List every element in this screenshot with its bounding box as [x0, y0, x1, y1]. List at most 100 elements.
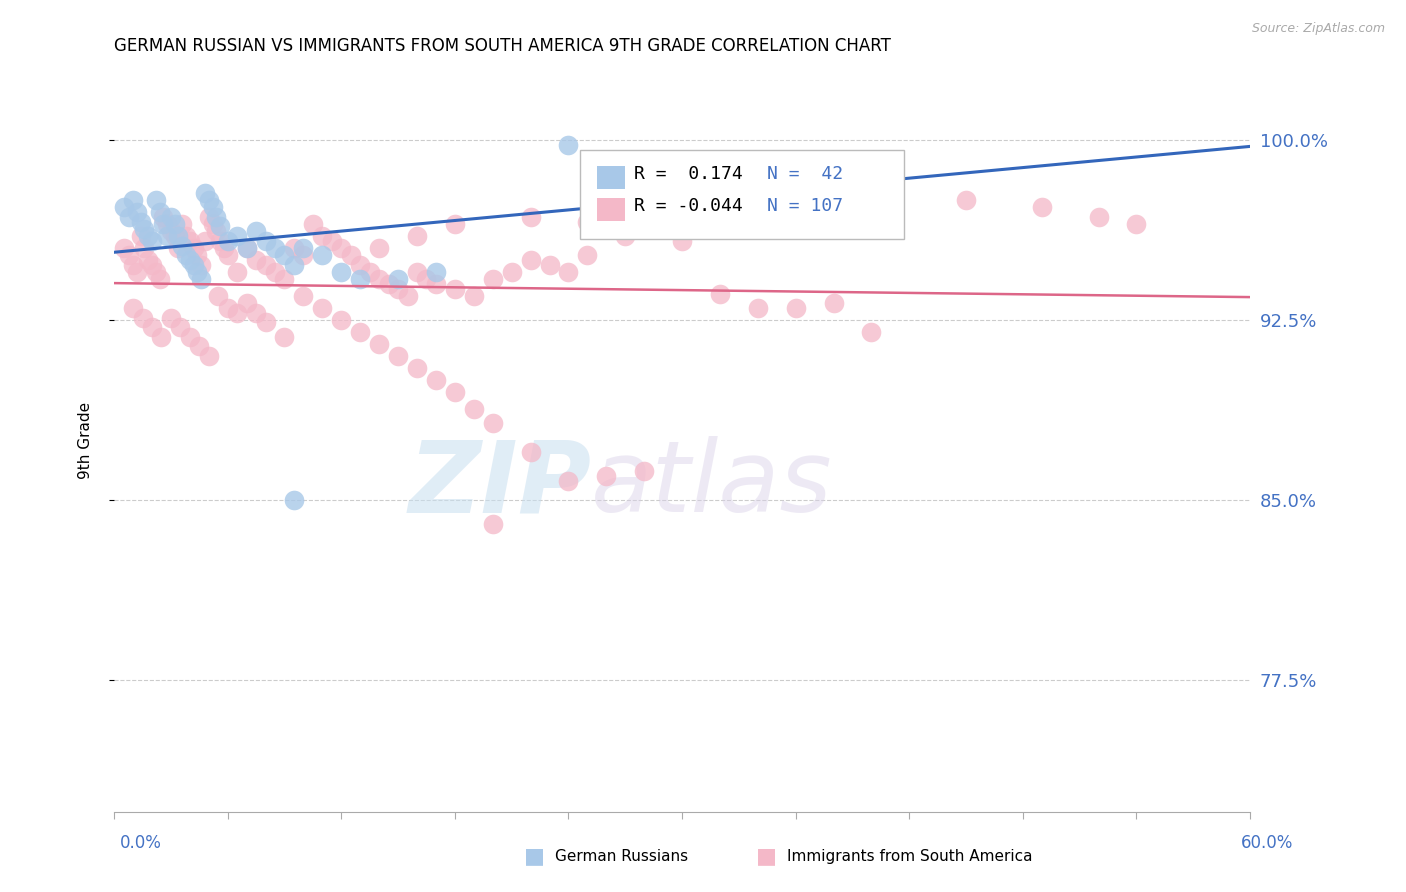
Point [197, 210, 219, 224]
Point [273, 248, 295, 262]
Point [169, 320, 191, 334]
Point [425, 373, 447, 387]
Point [167, 229, 190, 244]
Text: ■: ■ [524, 847, 544, 866]
Point [387, 349, 409, 363]
Text: ZIP: ZIP [408, 436, 591, 533]
Point [160, 310, 183, 325]
Point [136, 252, 159, 267]
Point [557, 265, 579, 279]
Point [145, 265, 167, 279]
Point [141, 258, 163, 272]
Point [576, 248, 599, 262]
Text: N =  42: N = 42 [768, 165, 844, 183]
Point [179, 252, 201, 267]
Point [311, 229, 333, 244]
Point [160, 210, 183, 224]
Point [188, 339, 211, 353]
Point [125, 265, 148, 279]
Point [519, 252, 541, 267]
Point [425, 265, 447, 279]
Text: 60.0%: 60.0% [1241, 834, 1294, 852]
Point [197, 193, 219, 207]
Point [311, 301, 333, 315]
Point [501, 265, 523, 279]
Point [339, 248, 361, 262]
Point [190, 258, 212, 272]
Point [330, 313, 353, 327]
Point [245, 252, 267, 267]
Point [671, 234, 693, 248]
Point [785, 301, 807, 315]
Point [387, 272, 409, 286]
Point [264, 241, 287, 255]
Point [519, 210, 541, 224]
Point [377, 277, 399, 291]
Point [481, 516, 503, 531]
Point [217, 234, 239, 248]
Y-axis label: 9th Grade: 9th Grade [79, 401, 93, 479]
Point [359, 265, 381, 279]
Point [292, 241, 315, 255]
Point [167, 241, 190, 255]
Point [179, 234, 201, 248]
Point [118, 210, 141, 224]
Point [118, 248, 141, 262]
Point [129, 214, 152, 228]
Text: atlas: atlas [591, 436, 832, 533]
Point [112, 200, 135, 214]
Point [302, 217, 325, 231]
Point [156, 229, 179, 244]
Point [122, 301, 145, 315]
Point [197, 349, 219, 363]
Point [183, 258, 205, 272]
Point [273, 330, 295, 344]
Point [235, 296, 257, 310]
Point [330, 265, 353, 279]
Point [273, 272, 295, 286]
Point [201, 200, 224, 214]
FancyBboxPatch shape [579, 150, 904, 239]
Text: ■: ■ [756, 847, 776, 866]
Point [538, 258, 561, 272]
Point [1087, 210, 1109, 224]
Point [614, 229, 637, 244]
Point [1031, 200, 1053, 214]
Point [519, 445, 541, 459]
Point [134, 241, 156, 255]
Point [264, 265, 287, 279]
Point [444, 282, 467, 296]
Point [141, 234, 163, 248]
Point [425, 277, 447, 291]
Point [150, 330, 173, 344]
Point [217, 248, 239, 262]
Point [283, 258, 305, 272]
Point [163, 229, 186, 244]
Point [183, 241, 205, 255]
Point [283, 493, 305, 508]
Point [152, 210, 174, 224]
Point [955, 193, 977, 207]
Point [330, 241, 353, 255]
Text: German Russians: German Russians [555, 849, 689, 863]
Point [131, 310, 153, 325]
Point [136, 229, 159, 244]
Point [444, 384, 467, 399]
Point [254, 315, 277, 329]
Point [406, 229, 429, 244]
Point [860, 325, 883, 339]
Point [576, 214, 599, 228]
Point [207, 289, 229, 303]
Point [747, 301, 769, 315]
Point [141, 320, 163, 334]
Point [134, 221, 156, 235]
Point [125, 205, 148, 219]
Point [671, 217, 693, 231]
Point [148, 272, 170, 286]
Point [122, 193, 145, 207]
Point [463, 289, 485, 303]
Point [122, 258, 145, 272]
Text: Source: ZipAtlas.com: Source: ZipAtlas.com [1251, 22, 1385, 36]
Point [254, 234, 277, 248]
Point [311, 248, 333, 262]
